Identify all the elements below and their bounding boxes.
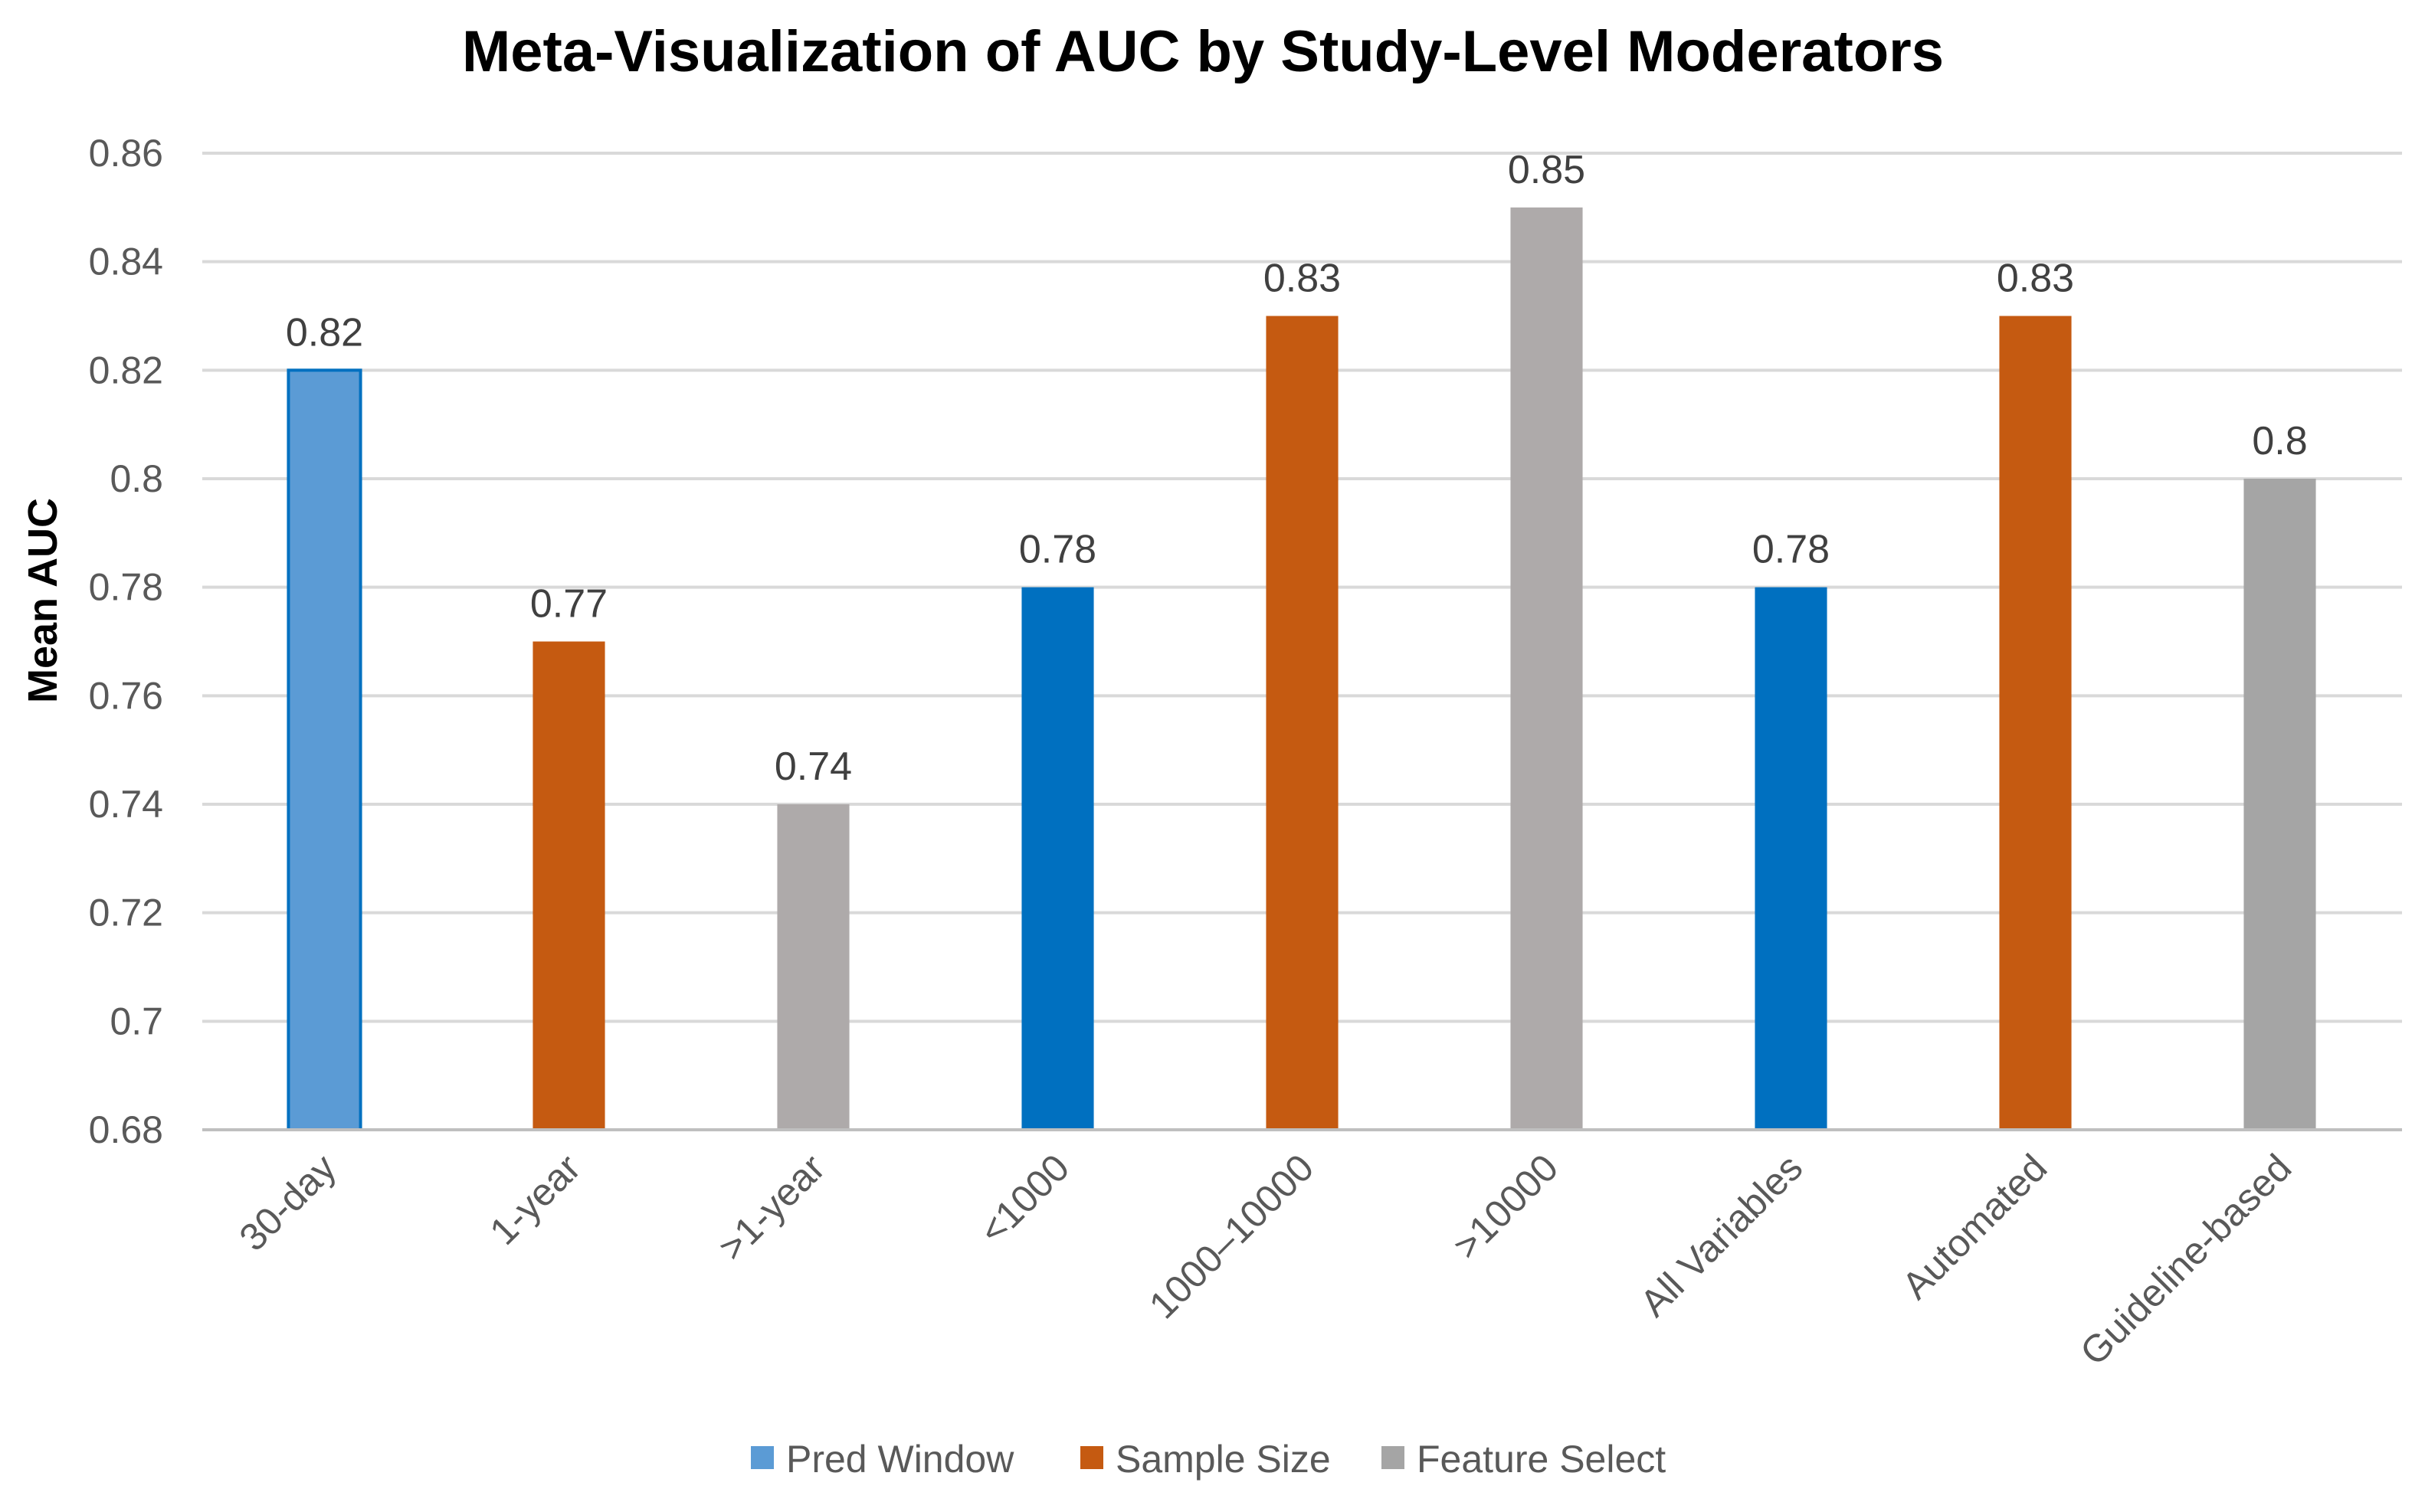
y-tick-label: 0.84 [89, 241, 163, 283]
x-tick-label-automated: Automated [1894, 1146, 2056, 1307]
data-label-30-day: 0.82 [286, 310, 363, 355]
data-label-1-year: 0.77 [530, 582, 608, 627]
y-tick-label: 0.68 [89, 1108, 163, 1151]
bar-1000 [1021, 587, 1094, 1130]
y-tick-label: 0.72 [89, 892, 163, 934]
y-tick-label: 0.8 [110, 457, 163, 500]
data-label-all-variables: 0.78 [1752, 528, 1830, 572]
legend-item-sample-size: Sample Size [1080, 1438, 1331, 1481]
bar-1000-10000 [1266, 316, 1339, 1130]
legend: Pred Window Sample Size Feature Select [751, 1438, 1666, 1481]
y-axis-ticks: 0.68 0.7 0.72 0.74 0.76 0.78 0.8 0.82 0.84 0.86 [89, 132, 163, 1151]
bar-automated [1999, 316, 2072, 1130]
chart-title: Meta-Visualization of AUC by Study-Level… [462, 19, 1944, 84]
data-label-guideline-based: 0.8 [2252, 419, 2307, 463]
y-tick-label: 0.86 [89, 132, 163, 175]
legend-swatch [1381, 1446, 1404, 1469]
x-tick-label-1-year: >1-year [710, 1146, 833, 1268]
bar-all-variables [1755, 587, 1827, 1130]
data-label-10000: 0.85 [1508, 148, 1585, 192]
x-axis-ticks: 30-day 1-year >1-year <1000 1000–10000 >10000… [231, 1146, 2300, 1373]
bar-1-year [777, 804, 850, 1130]
x-tick-label-1-year: 1-year [481, 1146, 588, 1253]
y-tick-label: 0.78 [89, 566, 163, 609]
data-label-1000: 0.78 [1019, 528, 1096, 572]
legend-item-pred-window: Pred Window [751, 1438, 1014, 1481]
bar-guideline-based [2243, 479, 2316, 1130]
legend-label: Sample Size [1116, 1438, 1331, 1481]
x-tick-label-all-variables: All Variables [1632, 1146, 1811, 1324]
data-label-automated: 0.83 [1997, 257, 2074, 301]
data-label-1000-10000: 0.83 [1263, 257, 1341, 301]
y-axis-label: Mean AUC [20, 498, 66, 703]
x-tick-label-30-day: 30-day [231, 1146, 345, 1259]
data-labels: 0.82 0.77 0.74 0.78 0.83 0.85 0.78 0.83 0.8 [286, 148, 2308, 789]
x-tick-label-guideline-based: Guideline-based [2072, 1146, 2299, 1373]
y-tick-label: 0.74 [89, 783, 163, 826]
legend-label: Feature Select [1417, 1438, 1666, 1481]
legend-item-feature-select: Feature Select [1381, 1438, 1666, 1481]
x-tick-label-1000: <1000 [971, 1146, 1077, 1252]
y-tick-label: 0.7 [110, 1000, 163, 1042]
data-label-1-year: 0.74 [775, 745, 852, 789]
bar-1-year [533, 641, 605, 1130]
y-tick-label: 0.82 [89, 349, 163, 391]
bar-30-day [287, 368, 362, 1132]
legend-swatch [1080, 1446, 1103, 1469]
bars [287, 207, 2316, 1132]
legend-swatch [751, 1446, 774, 1469]
bar-10000 [1510, 207, 1583, 1130]
x-tick-label-10000: >10000 [1445, 1146, 1567, 1268]
x-tick-label-1000-10000: 1000–10000 [1141, 1146, 1322, 1327]
y-tick-label: 0.76 [89, 674, 163, 717]
legend-label: Pred Window [786, 1438, 1014, 1481]
